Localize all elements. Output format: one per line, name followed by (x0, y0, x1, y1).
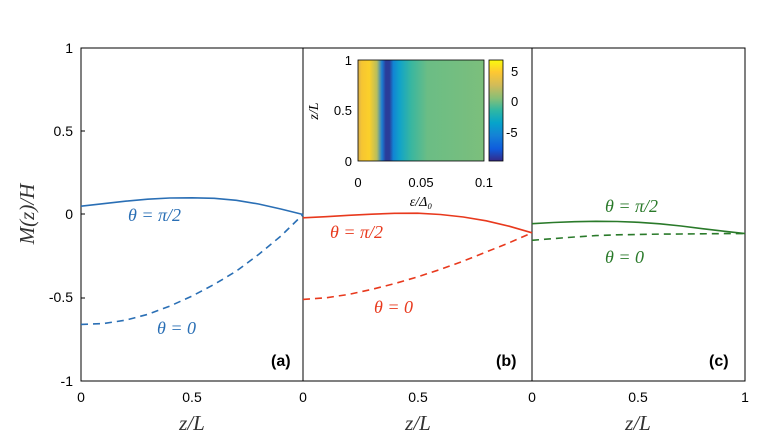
inset-x-tick: 0.05 (408, 175, 433, 190)
label-b-pi2: θ = π/2 (330, 222, 383, 242)
curve-panel-1-series-1 (302, 232, 533, 301)
curve-panel-2-series-0 (531, 220, 746, 235)
label-a-zero: θ = 0 (157, 318, 196, 338)
y-axis: 1 0.5 0 -0.5 -1 M(z)/H (15, 40, 85, 389)
curves (80, 196, 746, 326)
label-b-zero: θ = 0 (374, 297, 413, 317)
x-tick-label-b-1: 0.5 (408, 389, 428, 405)
label-c-pi2: θ = π/2 (605, 196, 658, 216)
y-axis-label: M(z)/H (15, 182, 39, 245)
x-tick-label-c-0: 0 (528, 389, 536, 405)
curve-panel-2-series-1 (531, 232, 745, 242)
panel-label-c: (c) (709, 353, 729, 370)
inset-x-tick: 0 (354, 175, 361, 190)
inset-x-label: ε/Δ₀ (410, 195, 433, 210)
x-tick-label-b-0: 0 (299, 389, 307, 405)
colorbar-tick: 5 (511, 64, 518, 79)
curve-panel-0-series-1 (80, 213, 304, 326)
x-tick-label-a-0: 0 (77, 389, 85, 405)
y-tick-label: 1 (65, 40, 73, 56)
inset-y-tick: 0 (345, 154, 352, 169)
inset-heatmap: 0 0.05 0.1 1 0.5 0 ε/Δ₀ z/L 5 0 -5 (307, 53, 518, 210)
inset-y-tick: 0.5 (334, 103, 352, 118)
y-tick-label: -1 (61, 373, 74, 389)
x-axis-label-c: z/L (624, 411, 651, 435)
inset-y-label: z/L (307, 102, 322, 120)
inset-heatmap-area (358, 60, 484, 161)
curve-panel-1-series-0 (302, 212, 533, 234)
y-tick-label: -0.5 (49, 289, 73, 305)
x-tick-label-c-2: 1 (741, 389, 749, 405)
inset-x-tick: 0.1 (475, 175, 493, 190)
x-axis-label-b: z/L (404, 411, 431, 435)
panel-label-a: (a) (271, 353, 291, 370)
curve-panel-0-series-0 (80, 196, 304, 216)
panel-c-frame (531, 47, 746, 382)
label-a-pi2: θ = π/2 (128, 205, 181, 225)
label-c-zero: θ = 0 (605, 247, 644, 267)
colorbar-tick: -5 (506, 125, 518, 140)
x-axis: 0 0.5 0 0.5 0 0.5 1 z/L z/L z/L (77, 389, 749, 435)
panel-label-b: (b) (496, 353, 516, 370)
x-tick-label-a-1: 0.5 (182, 389, 202, 405)
x-axis-label-a: z/L (178, 411, 205, 435)
inset-colorbar (488, 59, 504, 162)
colorbar-tick: 0 (511, 94, 518, 109)
x-tick-label-c-1: 0.5 (628, 389, 648, 405)
y-tick-label: 0.5 (54, 123, 74, 139)
y-tick-label: 0 (65, 206, 73, 222)
inset-y-tick: 1 (345, 53, 352, 68)
